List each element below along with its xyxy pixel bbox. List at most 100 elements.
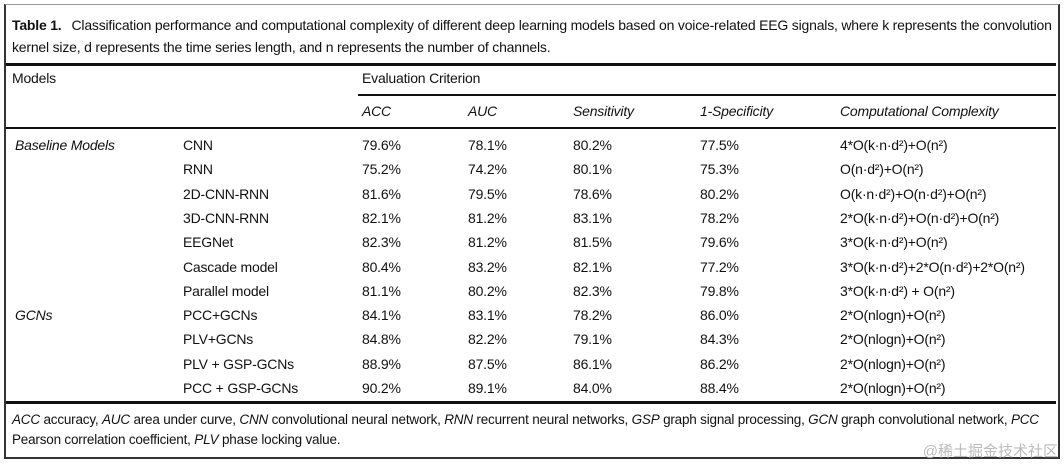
col-sensitivity: Sensitivity (573, 103, 634, 119)
cell-model: 3D-CNN-RNN (183, 209, 269, 226)
fn-def: area under curve, (129, 412, 240, 427)
cell-sens: 81.5% (573, 234, 612, 251)
cell-cc: 2*O(nlogn)+O(n²) (840, 380, 946, 396)
cell-spec: 77.5% (700, 137, 739, 153)
header-models: Models (12, 70, 56, 86)
group-gcns: GCNs (15, 307, 53, 323)
fn-abbr: GSP (631, 412, 660, 427)
fn-def: phase locking value. (218, 432, 341, 447)
cell-model: PCC + GSP-GCNs (183, 380, 299, 396)
cell-acc: 82.3% (362, 234, 401, 251)
cell-acc: 80.4% (362, 258, 401, 275)
col-auc: AUC (468, 103, 497, 119)
top-rule (6, 63, 1056, 66)
table-caption: Table 1. Classification performance and c… (12, 14, 1052, 58)
cell-acc: 81.1% (362, 282, 401, 299)
sub-rule (358, 94, 1056, 96)
cell-auc: 78.1% (468, 137, 507, 153)
cell-model: PCC+GCNs (183, 307, 258, 324)
fn-def: recurrent neural networks, (472, 412, 632, 427)
cell-cc: 3*O(k·n·d²)+2*O(n·d²)+2*O(n²) (840, 258, 1025, 275)
cell-sens: 79.1% (573, 331, 612, 348)
cell-auc: 83.1% (468, 307, 507, 324)
cell-auc: 83.2% (468, 258, 507, 275)
fn-abbr: GCN (808, 412, 838, 427)
cell-sens: 83.1% (573, 209, 612, 226)
header-evaluation: Evaluation Criterion (362, 70, 481, 86)
cell-sens: 84.0% (573, 380, 612, 396)
cell-model: CNN (183, 137, 213, 153)
cell-cc: O(n·d²)+O(n²) (840, 161, 924, 178)
cell-auc: 80.2% (468, 282, 507, 299)
cell-model: RNN (183, 161, 213, 178)
cell-model: 2D-CNN-RNN (183, 185, 269, 202)
table-frame (4, 4, 1060, 459)
cell-sens: 80.2% (573, 137, 612, 153)
cell-spec: 79.8% (700, 282, 739, 299)
fn-abbr: RNN (444, 412, 473, 427)
cell-sens: 78.2% (573, 307, 612, 324)
cell-cc: 2*O(nlogn)+O(n²) (840, 307, 946, 324)
cell-acc: 82.1% (362, 209, 401, 226)
bottom-rule (6, 401, 1056, 404)
cell-cc: 2*O(nlogn)+O(n²) (840, 331, 946, 348)
cell-model: Parallel model (183, 282, 269, 299)
cell-cc: 2*O(k·n·d²)+O(n·d²)+O(n²) (840, 209, 1000, 226)
cell-model: Cascade model (183, 258, 278, 275)
cell-auc: 74.2% (468, 161, 507, 178)
fn-abbr: ACC (12, 412, 40, 427)
col-complexity: Computational Complexity (840, 103, 999, 119)
header-rule (6, 127, 1056, 129)
cell-spec: 78.2% (700, 209, 739, 226)
caption-text: Classification performance and computati… (12, 17, 1052, 55)
cell-spec: 75.3% (700, 161, 739, 178)
fn-def: graph convolutional network, (837, 412, 1011, 427)
fn-abbr: CNN (239, 412, 269, 427)
cell-sens: 82.1% (573, 258, 612, 275)
cell-spec: 80.2% (700, 185, 739, 202)
fn-def: Pearson correlation coefficient, (12, 432, 195, 447)
table-footnote: ACC accuracy, AUC area under curve, CNN … (12, 410, 1052, 450)
cell-spec: 86.0% (700, 307, 739, 324)
cell-auc: 81.2% (468, 209, 507, 226)
cell-model: PLV + GSP-GCNs (183, 355, 294, 372)
watermark: @稀土掘金技术社区 (922, 443, 1058, 460)
cell-spec: 84.3% (700, 331, 739, 348)
cell-cc: 3*O(k·n·d²)+O(n²) (840, 234, 948, 251)
cell-spec: 79.6% (700, 234, 739, 251)
col-specificity: 1-Specificity (700, 103, 773, 119)
cell-auc: 89.1% (468, 380, 507, 396)
cell-auc: 82.2% (468, 331, 507, 348)
cell-acc: 75.2% (362, 161, 401, 178)
col-acc: ACC (362, 103, 391, 119)
cell-sens: 78.6% (573, 185, 612, 202)
fn-def: graph signal processing, (659, 412, 809, 427)
cell-auc: 81.2% (468, 234, 507, 251)
cell-acc: 90.2% (362, 380, 401, 396)
fn-def: convolutional neural network, (268, 412, 445, 427)
cell-auc: 87.5% (468, 355, 507, 372)
cell-auc: 79.5% (468, 185, 507, 202)
group-baseline: Baseline Models (15, 137, 115, 153)
fn-abbr: PCC (1010, 412, 1039, 427)
cell-model: PLV+GCNs (183, 331, 254, 348)
caption-label: Table 1. (12, 17, 62, 33)
cell-cc: 4*O(k·n·d²)+O(n²) (840, 137, 948, 153)
cell-cc: 3*O(k·n·d²) + O(n²) (840, 282, 955, 299)
fn-abbr: AUC (101, 412, 130, 427)
cell-sens: 80.1% (573, 161, 612, 178)
cell-cc: 2*O(nlogn)+O(n²) (840, 355, 946, 372)
cell-acc: 88.9% (362, 355, 401, 372)
fn-def: accuracy, (39, 412, 102, 427)
cell-sens: 86.1% (573, 355, 612, 372)
cell-model: EEGNet (183, 234, 234, 251)
cell-acc: 84.1% (362, 307, 401, 324)
cell-cc: O(k·n·d²)+O(n·d²)+O(n²) (840, 185, 987, 202)
cell-acc: 81.6% (362, 185, 401, 202)
cell-spec: 88.4% (700, 380, 739, 396)
fn-abbr: PLV (194, 432, 219, 447)
cell-sens: 82.3% (573, 282, 612, 299)
cell-acc: 84.8% (362, 331, 401, 348)
cell-acc: 79.6% (362, 137, 401, 153)
cell-spec: 86.2% (700, 355, 739, 372)
